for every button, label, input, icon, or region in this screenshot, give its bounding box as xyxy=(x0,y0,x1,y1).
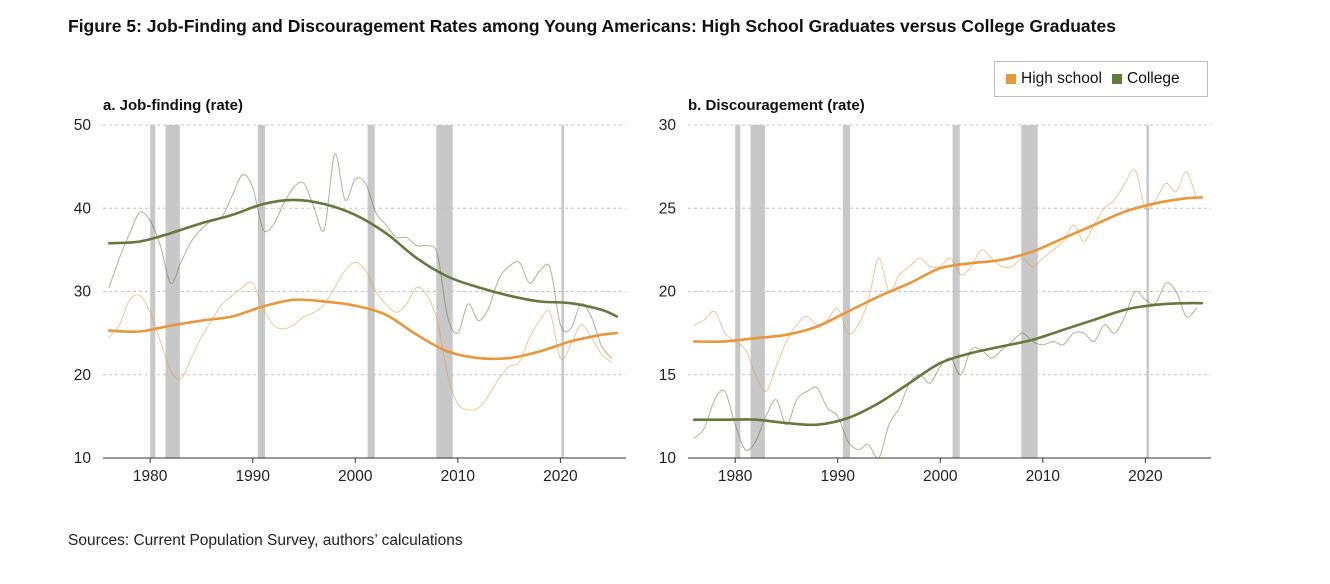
panel-a-panel-title: a. Job-finding (rate) xyxy=(103,97,243,114)
panel-b-x-tick-label-2020: 2020 xyxy=(1128,468,1163,485)
panel-b-college-trend-line xyxy=(692,301,1204,427)
legend-label-college: College xyxy=(1127,70,1180,87)
panel-a-high-school-trend-line xyxy=(107,298,619,361)
panel-b-x-tick-label-2000: 2000 xyxy=(923,468,958,485)
panel-b-high-school-raw-line xyxy=(693,168,1198,392)
panel-a-x-tick-label-2000: 2000 xyxy=(338,468,373,485)
panel-b-y-tick-label-15: 15 xyxy=(659,367,676,384)
figure-title: Figure 5: Job-Finding and Discouragement… xyxy=(68,16,1116,36)
panel-b-college-raw-line xyxy=(693,282,1198,459)
legend-swatch-high-school xyxy=(1006,74,1016,84)
panel-a-college-trend-line xyxy=(107,198,619,318)
panel-b-high-school-trend-line xyxy=(692,196,1204,343)
panel-a-y-tick-label-30: 30 xyxy=(74,284,92,301)
source-note: Sources: Current Population Survey, auth… xyxy=(68,532,463,549)
panel-a-y-tick-label-50: 50 xyxy=(74,117,92,134)
panel-a-y-tick-label-40: 40 xyxy=(74,200,92,217)
chart-panel-job-finding: 10 20 30 40 50 1980 1990 2000 2010 2020 a. Job-fin… xyxy=(74,97,626,485)
panel-b-y-tick-label-10: 10 xyxy=(659,450,677,467)
panel-b-y-tick-label-30: 30 xyxy=(659,117,677,134)
panel-a-x-tick-label-2010: 2010 xyxy=(441,468,476,485)
chart-panel-discouragement: 10 15 20 25 30 1980 1990 2000 2010 2020 b. Discour… xyxy=(659,97,1211,485)
chart-legend: High school College xyxy=(994,61,1208,97)
panel-a-x-tick-label-2020: 2020 xyxy=(543,468,578,485)
panel-a-high-school-raw-line xyxy=(108,261,613,411)
panel-b-panel-title: b. Discouragement (rate) xyxy=(688,97,865,114)
legend-item-high-school: High school xyxy=(1006,70,1102,88)
panel-a-x-tick-label-1990: 1990 xyxy=(235,468,270,485)
panel-a-recession-bar-3 xyxy=(367,125,375,458)
panel-b-y-tick-label-25: 25 xyxy=(659,200,676,217)
panel-a-y-tick-label-10: 10 xyxy=(74,450,92,467)
panel-b-x-tick-label-2010: 2010 xyxy=(1026,468,1061,485)
panel-b-recession-bar-5 xyxy=(1146,125,1149,458)
panel-a-recession-bar-4 xyxy=(436,125,453,458)
panel-a-x-tick-label-1980: 1980 xyxy=(133,468,168,485)
panel-a-college-raw-line xyxy=(108,153,613,359)
legend-swatch-college xyxy=(1112,74,1122,84)
panel-b-x-tick-label-1980: 1980 xyxy=(718,468,753,485)
panel-b-x-tick-label-1990: 1990 xyxy=(820,468,855,485)
panel-b-recession-bar-3 xyxy=(952,125,960,458)
panel-a-recession-bar-5 xyxy=(561,125,564,458)
legend-label-high-school: High school xyxy=(1021,70,1102,87)
panel-a-y-tick-label-20: 20 xyxy=(74,367,92,384)
panel-b-recession-bar-4 xyxy=(1021,125,1038,458)
legend-item-college: College xyxy=(1112,70,1180,88)
panel-b-y-tick-label-20: 20 xyxy=(659,284,677,301)
